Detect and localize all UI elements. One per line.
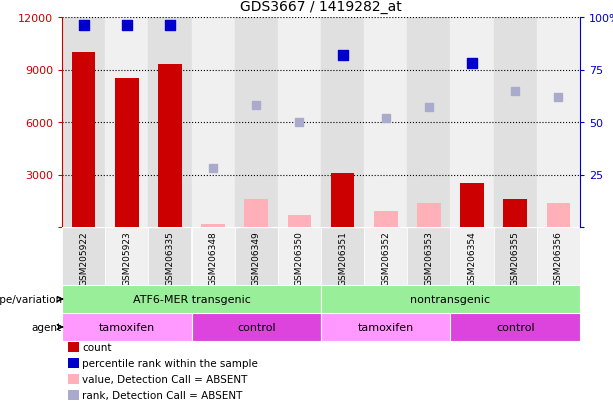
Bar xyxy=(321,228,364,285)
Bar xyxy=(158,65,182,228)
Bar xyxy=(191,18,235,228)
Text: tamoxifen: tamoxifen xyxy=(357,322,414,332)
Bar xyxy=(245,199,268,228)
Bar xyxy=(417,203,441,228)
Point xyxy=(424,105,434,112)
Text: GSM206351: GSM206351 xyxy=(338,230,347,285)
Text: GSM206352: GSM206352 xyxy=(381,230,390,285)
Bar xyxy=(62,18,105,228)
Bar xyxy=(62,285,321,313)
Point xyxy=(208,166,218,172)
Bar xyxy=(62,228,105,285)
Text: GSM206353: GSM206353 xyxy=(424,230,433,285)
Point xyxy=(511,88,520,95)
Bar xyxy=(374,212,398,228)
Bar xyxy=(321,313,451,341)
Text: GSM206356: GSM206356 xyxy=(554,230,563,285)
Text: agent: agent xyxy=(32,322,62,332)
Bar xyxy=(364,18,407,228)
Text: GSM206355: GSM206355 xyxy=(511,230,520,285)
Bar xyxy=(407,18,451,228)
Bar xyxy=(287,215,311,228)
Bar xyxy=(547,203,570,228)
Bar xyxy=(201,224,225,228)
Bar xyxy=(321,18,364,228)
Bar xyxy=(503,199,527,228)
Text: nontransgenic: nontransgenic xyxy=(411,294,490,304)
Point xyxy=(554,94,563,101)
Bar xyxy=(191,313,321,341)
Text: control: control xyxy=(496,322,535,332)
Point xyxy=(122,23,132,30)
Bar xyxy=(451,228,493,285)
Bar xyxy=(330,173,354,228)
Bar xyxy=(278,18,321,228)
Bar xyxy=(148,228,191,285)
Bar xyxy=(191,228,235,285)
Text: tamoxifen: tamoxifen xyxy=(99,322,155,332)
Text: value, Detection Call = ABSENT: value, Detection Call = ABSENT xyxy=(82,374,248,384)
Bar xyxy=(148,18,191,228)
Text: GSM205922: GSM205922 xyxy=(79,230,88,285)
Text: control: control xyxy=(237,322,276,332)
Point xyxy=(338,52,348,59)
Bar xyxy=(460,184,484,228)
Point xyxy=(78,23,88,30)
Bar xyxy=(72,53,96,228)
Bar xyxy=(493,18,537,228)
Bar xyxy=(105,18,148,228)
Point xyxy=(251,103,261,109)
Bar xyxy=(278,228,321,285)
Point xyxy=(381,115,390,122)
Point xyxy=(467,61,477,67)
Title: GDS3667 / 1419282_at: GDS3667 / 1419282_at xyxy=(240,0,402,14)
Text: percentile rank within the sample: percentile rank within the sample xyxy=(82,358,258,368)
Bar xyxy=(105,228,148,285)
Bar xyxy=(537,228,580,285)
Text: GSM206348: GSM206348 xyxy=(208,230,218,285)
Bar xyxy=(451,313,580,341)
Text: GSM205923: GSM205923 xyxy=(122,230,131,285)
Text: ATF6-MER transgenic: ATF6-MER transgenic xyxy=(132,294,251,304)
Text: count: count xyxy=(82,342,112,352)
Bar xyxy=(235,18,278,228)
Bar xyxy=(62,313,191,341)
Bar xyxy=(321,285,580,313)
Bar xyxy=(493,228,537,285)
Text: GSM206354: GSM206354 xyxy=(468,230,476,285)
Text: rank, Detection Call = ABSENT: rank, Detection Call = ABSENT xyxy=(82,390,242,400)
Text: GSM206349: GSM206349 xyxy=(252,230,261,285)
Bar xyxy=(364,228,407,285)
Bar xyxy=(235,228,278,285)
Bar xyxy=(115,79,139,228)
Point xyxy=(294,119,304,126)
Point xyxy=(165,23,175,30)
Text: genotype/variation: genotype/variation xyxy=(0,294,62,304)
Bar xyxy=(537,18,580,228)
Text: GSM206350: GSM206350 xyxy=(295,230,304,285)
Bar xyxy=(407,228,451,285)
Text: GSM206335: GSM206335 xyxy=(166,230,175,285)
Bar xyxy=(451,18,493,228)
